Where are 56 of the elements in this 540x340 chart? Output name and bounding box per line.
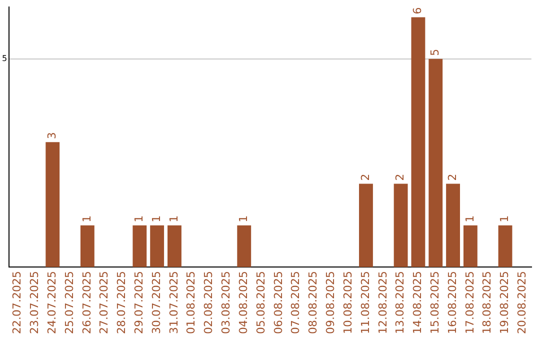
data-label: 1: [80, 215, 94, 222]
x-tick-label: 14.08.2025: [411, 271, 424, 334]
x-tick-label: 30.07.2025: [150, 271, 163, 334]
x-tick-label: 02.08.2025: [202, 271, 216, 334]
x-tick-label: 11.08.2025: [358, 271, 372, 334]
bar: [428, 58, 443, 268]
data-label: 1: [150, 215, 163, 222]
x-tick-label: 25.07.2025: [62, 271, 76, 334]
data-label: 5: [428, 48, 442, 56]
x-tick-label: 18.08.2025: [480, 271, 494, 334]
bar: [446, 184, 460, 268]
x-tick-label: 06.08.2025: [272, 271, 285, 334]
x-tick-label: 16.08.2025: [446, 271, 459, 334]
x-tick-label: 26.07.2025: [80, 271, 94, 334]
bar: [80, 225, 94, 268]
x-tick-label: 07.08.2025: [289, 271, 302, 334]
bar: [168, 225, 182, 268]
x-tick-label: 23.07.2025: [28, 271, 42, 334]
x-tick-label: 19.08.2025: [498, 271, 512, 334]
x-tick-label: 13.08.2025: [394, 271, 407, 334]
bar: [394, 184, 408, 268]
bar: [463, 225, 478, 268]
data-label: 1: [498, 215, 512, 222]
data-label: 3: [45, 132, 58, 140]
x-tick-label: 01.08.2025: [184, 271, 198, 334]
data-label: 6: [411, 7, 424, 14]
x-tick-label: 31.07.2025: [167, 271, 180, 334]
x-tick-label: 12.08.2025: [376, 271, 390, 334]
bar: [237, 225, 252, 268]
data-label: 2: [446, 174, 459, 181]
x-tick-label: 08.08.2025: [306, 271, 320, 334]
x-tick-label: 28.07.2025: [115, 271, 128, 334]
x-tick-label: 03.08.2025: [220, 271, 233, 334]
bar: [150, 225, 164, 268]
bar: [411, 17, 426, 268]
x-tick-label: 05.08.2025: [254, 271, 268, 334]
data-label: 2: [358, 174, 372, 181]
x-tick-label: 29.07.2025: [132, 271, 146, 334]
x-tick-label: 20.08.2025: [516, 271, 529, 334]
x-tick-label: 15.08.2025: [428, 271, 442, 334]
data-label: 1: [463, 215, 476, 222]
data-label: 1: [132, 215, 146, 222]
data-label: 1: [167, 215, 180, 222]
x-tick-label: 04.08.2025: [236, 271, 250, 334]
x-tick-label: 09.08.2025: [324, 271, 338, 334]
x-tick-label: 17.08.2025: [463, 271, 476, 334]
x-tick-label: 24.07.2025: [45, 271, 58, 334]
bar: [46, 142, 60, 268]
data-label: 1: [236, 215, 250, 222]
bar: [132, 225, 147, 268]
x-tick-label: 10.08.2025: [341, 271, 354, 334]
x-tick-label: 22.07.2025: [10, 271, 24, 334]
data-label: 2: [394, 174, 407, 181]
bar: [498, 225, 512, 268]
x-tick-label: 27.07.2025: [98, 271, 111, 334]
bar: [359, 184, 373, 268]
